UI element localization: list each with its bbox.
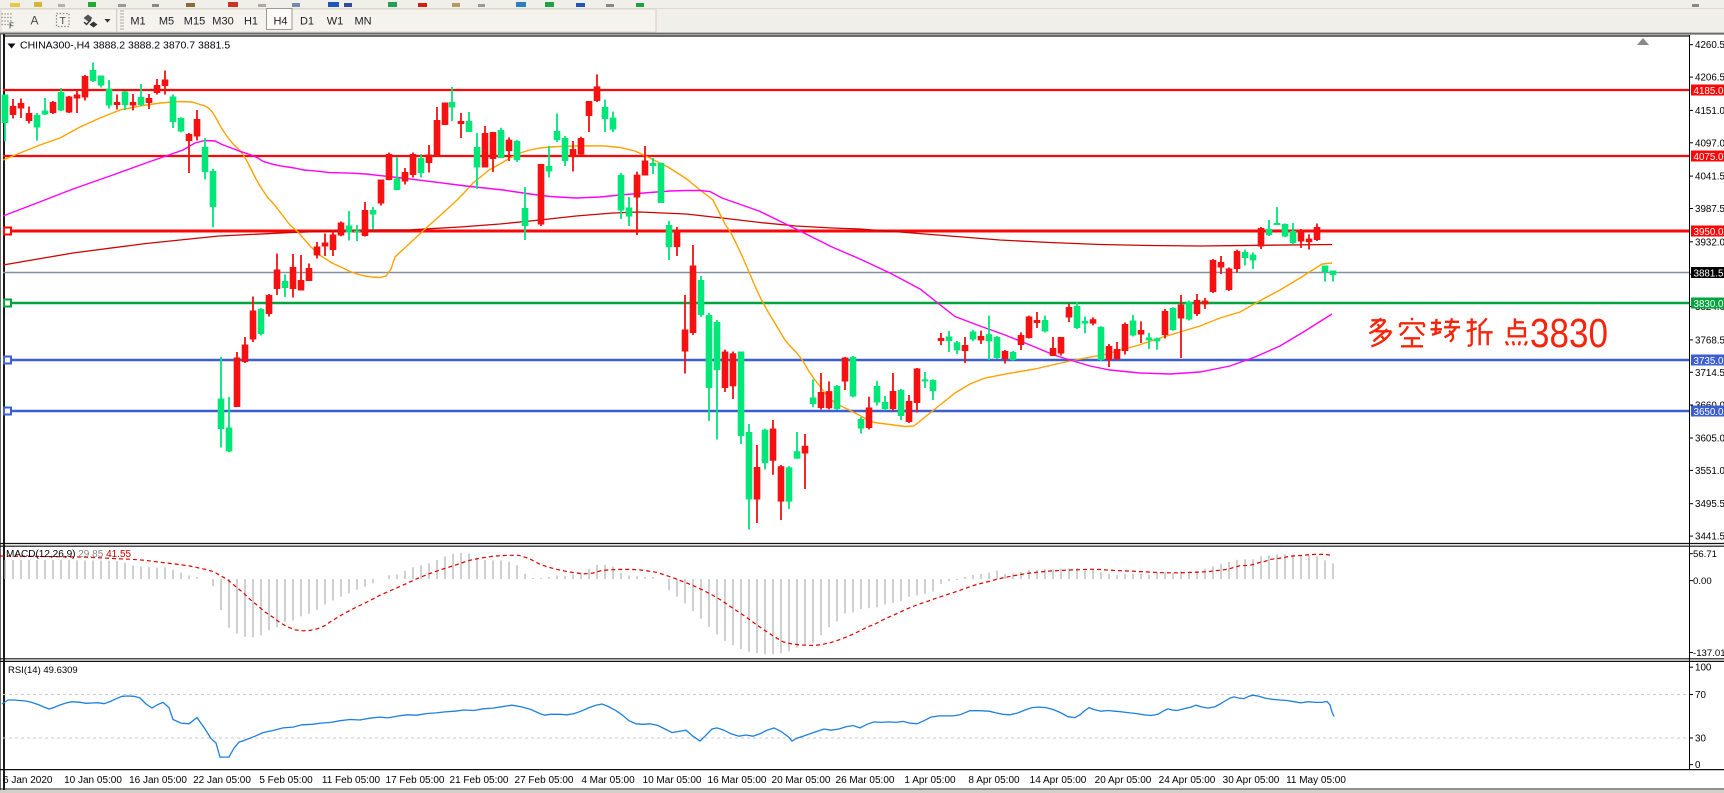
svg-text:10 Jan 05:00: 10 Jan 05:00 [64, 775, 122, 786]
svg-text:14 Apr 05:00: 14 Apr 05:00 [1030, 775, 1087, 786]
svg-text:3650.0: 3650.0 [1694, 407, 1724, 418]
svg-text:3830.0: 3830.0 [1694, 299, 1724, 310]
svg-text:70: 70 [1695, 690, 1706, 701]
svg-text:3768.5: 3768.5 [1695, 335, 1724, 346]
svg-text:17 Feb 05:00: 17 Feb 05:00 [386, 775, 445, 786]
svg-text:MN: MN [354, 16, 371, 28]
svg-text:16 Jan 05:00: 16 Jan 05:00 [129, 775, 187, 786]
svg-text:8 Apr 05:00: 8 Apr 05:00 [968, 775, 1020, 786]
svg-text:4075.0: 4075.0 [1694, 152, 1724, 163]
svg-text:22 Jan 05:00: 22 Jan 05:00 [193, 775, 251, 786]
svg-text:10 Mar 05:00: 10 Mar 05:00 [643, 775, 702, 786]
svg-text:11 Feb 05:00: 11 Feb 05:00 [322, 775, 381, 786]
svg-text:3735.0: 3735.0 [1694, 356, 1724, 367]
svg-text:3441.5: 3441.5 [1695, 532, 1724, 543]
svg-text:3714.5: 3714.5 [1695, 368, 1724, 379]
svg-text:T: T [60, 15, 67, 27]
svg-text:M1: M1 [130, 16, 145, 28]
svg-text:4260.5: 4260.5 [1695, 40, 1724, 51]
svg-text:4041.5: 4041.5 [1695, 172, 1724, 183]
svg-text:A: A [31, 14, 39, 28]
svg-text:4097.0: 4097.0 [1695, 138, 1724, 149]
svg-text:4151.0: 4151.0 [1695, 106, 1724, 117]
svg-text:W1: W1 [327, 16, 344, 28]
svg-text:26 Mar 05:00: 26 Mar 05:00 [836, 775, 895, 786]
svg-text:4185.0: 4185.0 [1694, 86, 1724, 97]
svg-text:3932.0: 3932.0 [1695, 237, 1724, 248]
svg-text:20 Apr 05:00: 20 Apr 05:00 [1095, 775, 1152, 786]
svg-text:3605.0: 3605.0 [1695, 434, 1724, 445]
svg-text:F: F [9, 22, 14, 31]
svg-text:16 Mar 05:00: 16 Mar 05:00 [708, 775, 767, 786]
svg-text:H4: H4 [273, 16, 287, 28]
svg-text:3495.5: 3495.5 [1695, 499, 1724, 510]
svg-text:56.71: 56.71 [1693, 549, 1717, 560]
svg-text:M30: M30 [212, 16, 233, 28]
svg-text:30 Apr 05:00: 30 Apr 05:00 [1223, 775, 1280, 786]
svg-text:20 Mar 05:00: 20 Mar 05:00 [772, 775, 831, 786]
svg-text:5 Feb 05:00: 5 Feb 05:00 [259, 775, 313, 786]
svg-text:D1: D1 [300, 16, 314, 28]
svg-text:11 May 05:00: 11 May 05:00 [1286, 775, 1346, 786]
svg-text:3987.5: 3987.5 [1695, 204, 1724, 215]
svg-text:3830: 3830 [1530, 310, 1608, 356]
svg-text:MACD(12,26,9) 29.85 41.55: MACD(12,26,9) 29.85 41.55 [6, 549, 132, 560]
svg-text:RSI(14) 49.6309: RSI(14) 49.6309 [8, 665, 78, 676]
svg-text:6 Jan 2020: 6 Jan 2020 [3, 775, 53, 786]
svg-text:24 Apr 05:00: 24 Apr 05:00 [1159, 775, 1216, 786]
svg-text:0: 0 [1695, 760, 1701, 771]
svg-text:4 Mar 05:00: 4 Mar 05:00 [581, 775, 635, 786]
svg-text:100: 100 [1695, 663, 1712, 674]
svg-text:M15: M15 [184, 16, 205, 28]
svg-text:1 Apr 05:00: 1 Apr 05:00 [904, 775, 956, 786]
svg-text:H1: H1 [244, 16, 258, 28]
svg-text:3881.5: 3881.5 [1694, 268, 1724, 279]
svg-text:27 Feb 05:00: 27 Feb 05:00 [515, 775, 574, 786]
svg-text:30: 30 [1695, 734, 1706, 745]
svg-text:M5: M5 [159, 16, 174, 28]
svg-text:-137.01: -137.01 [1693, 648, 1724, 659]
svg-text:3551.0: 3551.0 [1695, 466, 1724, 477]
svg-text:CHINA300-,H4 3888.2 3888.2 38: CHINA300-,H4 3888.2 3888.2 3870.7 3881.5 [20, 40, 230, 52]
svg-text:21 Feb 05:00: 21 Feb 05:00 [450, 775, 509, 786]
svg-text:0.00: 0.00 [1693, 576, 1712, 587]
svg-text:3950.0: 3950.0 [1694, 227, 1724, 238]
svg-text:4206.5: 4206.5 [1695, 73, 1724, 84]
